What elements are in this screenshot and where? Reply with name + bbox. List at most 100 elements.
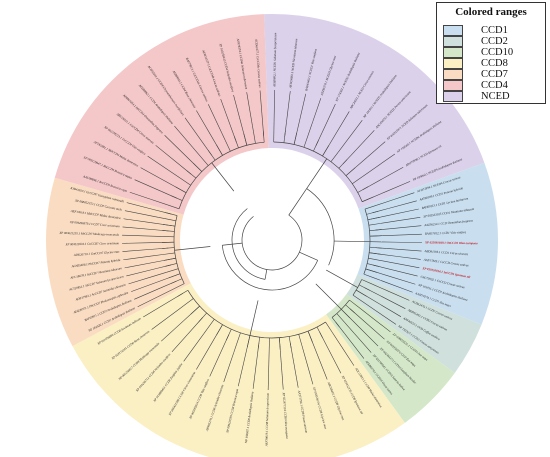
legend-label-ccd2: CCD2 <box>481 35 508 47</box>
tree-branch <box>131 278 166 292</box>
tree-branch <box>301 345 307 361</box>
legend-swatch-ccd10 <box>443 46 463 58</box>
tree-branch <box>368 223 381 226</box>
tree-branch <box>168 273 181 279</box>
legend-title: Colored ranges <box>455 6 527 18</box>
tree-branch <box>356 289 367 297</box>
leaf-label: XP 022891849.1 OeCCD1 Olea europaea <box>424 240 478 245</box>
tree-branch <box>161 320 184 342</box>
tree-branch <box>134 287 161 300</box>
tree-branch <box>362 196 374 202</box>
tree-branch <box>184 117 206 147</box>
tree-branch <box>234 136 239 149</box>
tree-branch <box>303 135 309 148</box>
leaf-label: NP 195007.1 CCD8 Arabidopsis thaliana <box>244 391 255 444</box>
tree-branch <box>223 352 235 383</box>
clade-range-nced <box>264 14 485 209</box>
tree-branch <box>150 198 168 206</box>
tree-branch <box>246 92 253 126</box>
tree-branch <box>293 132 298 145</box>
tree-branch <box>364 205 377 210</box>
tree-branch <box>383 208 419 217</box>
legend-swatch-nced <box>443 90 463 102</box>
tree-branch <box>380 220 396 224</box>
tree-branch <box>124 260 163 269</box>
clade-stem-ccd10 <box>315 283 342 310</box>
tree-branch <box>200 156 209 166</box>
tree-internal-branch <box>264 269 268 280</box>
tree-branch <box>209 341 226 377</box>
tree-branch <box>122 226 161 231</box>
tree-branch <box>283 130 286 143</box>
tree-branch <box>137 296 158 308</box>
tree-branch <box>162 252 175 255</box>
tree-branch <box>207 104 222 133</box>
tree-branch <box>123 255 152 261</box>
tree-branch <box>298 334 303 346</box>
tree-branch <box>280 350 284 390</box>
tree-branch <box>164 218 176 222</box>
tree-branch <box>368 257 381 261</box>
tree-branch <box>379 295 406 309</box>
tree-branch <box>330 151 339 162</box>
tree-branch <box>358 284 370 291</box>
tree-branch <box>380 280 413 293</box>
leaf-label: BAH57812.1 CCD1 Vitis vinifera <box>425 230 467 236</box>
tree-branch <box>369 252 382 255</box>
leaf-label: XP 004496979.1 CCD7 Cicer arietinum <box>69 220 121 228</box>
tree-branch <box>171 195 183 201</box>
tree-branch <box>233 344 237 353</box>
colored-ranges-legend: Colored ranges CCD1 CCD2 CCD10 CCD8 CCD7… <box>436 2 546 104</box>
tree-branch <box>388 261 420 269</box>
tree-branch <box>123 218 151 223</box>
tree-branch <box>388 200 417 209</box>
tree-branch <box>152 271 167 277</box>
tree-internal-branch <box>288 188 307 216</box>
legend-label-ccd4: CCD4 <box>481 79 508 91</box>
tree-branch <box>129 191 151 200</box>
legend-label-ccd8: CCD8 <box>481 57 508 69</box>
tree-branch <box>327 347 342 374</box>
tree-branch <box>147 155 169 171</box>
tree-branch <box>337 142 346 153</box>
tree-branch <box>237 362 244 387</box>
tree-branch <box>124 210 159 218</box>
tree-branch <box>369 167 404 186</box>
legend-swatch-ccd1 <box>443 24 463 36</box>
tree-internal-arc <box>231 208 266 280</box>
tree-branch <box>162 230 175 232</box>
tree-branch <box>352 176 363 185</box>
tree-branch <box>190 305 200 315</box>
tree-branch <box>151 307 182 330</box>
leaf-label: XP 003621255.1 MtCCD7 Medicago truncatul… <box>58 231 119 237</box>
leaf-label: AAN17829.1 CsCCD Crocus sativus <box>422 257 469 267</box>
tree-branch <box>307 121 313 137</box>
tree-branch <box>386 248 422 252</box>
tree-branch <box>192 147 201 157</box>
tree-branch <box>328 111 350 146</box>
tree-branch <box>158 217 165 219</box>
legend-item-ccd4: CCD4 <box>443 78 508 92</box>
tree-branch <box>331 331 343 348</box>
tree-branch <box>198 312 207 323</box>
tree-branch <box>181 305 184 308</box>
tree-internal-branch <box>222 242 243 246</box>
tree-branch <box>345 167 356 176</box>
tree-branch <box>369 229 382 231</box>
tree-branch <box>361 171 370 178</box>
tree-branch <box>376 199 394 206</box>
legend-item-ccd7: CCD7 <box>443 67 508 81</box>
tree-branch <box>389 275 416 285</box>
tree-branch <box>366 210 379 215</box>
tree-branch <box>321 103 336 134</box>
tree-branch <box>224 140 231 152</box>
leaf-label: ACD62477.1 CsCCD4c Crocus sativus <box>254 38 262 88</box>
tree-branch <box>286 91 291 120</box>
tree-branch <box>122 234 154 237</box>
tree-branch <box>372 318 391 333</box>
legend-swatch-ccd2 <box>443 35 463 47</box>
tree-branch <box>352 320 379 347</box>
tree-branch <box>221 132 226 141</box>
